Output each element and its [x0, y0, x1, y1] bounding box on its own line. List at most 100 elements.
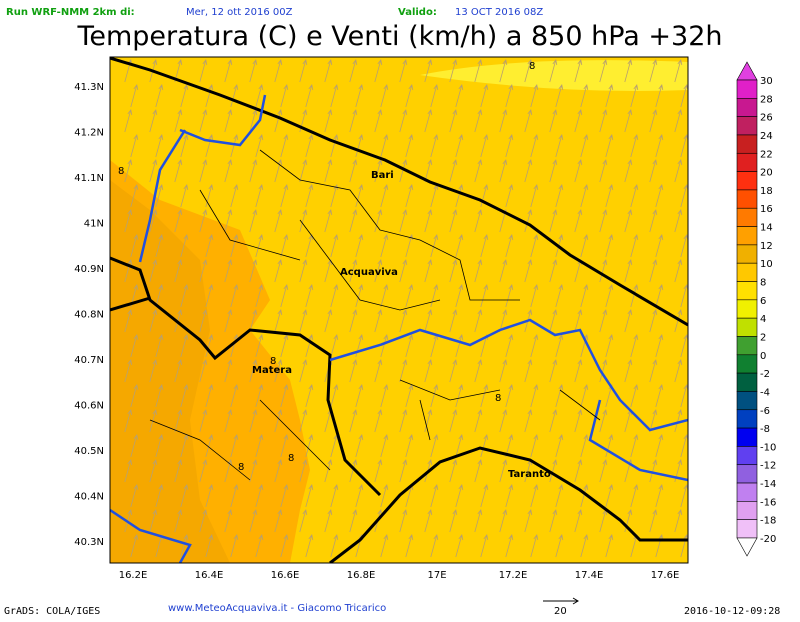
wind-arrow: [430, 284, 439, 308]
wind-arrow: [330, 334, 339, 358]
wind-arrow: [124, 409, 133, 433]
wind-arrow: [549, 359, 558, 383]
wind-arrow: [480, 234, 489, 258]
wind-arrow: [605, 234, 614, 258]
wind-arrow: [624, 209, 633, 233]
wind-arrow: [630, 234, 639, 258]
wind-arrow: [205, 84, 214, 108]
colorbar-label: -4: [760, 387, 770, 398]
wind-arrow: [249, 259, 258, 283]
wind-arrow: [499, 509, 508, 533]
colorbar-box: [736, 79, 758, 99]
wind-arrow: [199, 259, 208, 283]
wind-arrow: [355, 284, 364, 308]
wind-arrow: [655, 184, 664, 208]
wind-arrow: [505, 534, 514, 558]
wind-arrow: [180, 234, 189, 258]
wind-arrow: [624, 359, 633, 383]
wind-arrow: [455, 334, 464, 358]
wind-arrow: [399, 159, 408, 183]
wind-arrow: [380, 534, 389, 558]
timestamp: 2016-10-12-09:28: [684, 606, 780, 617]
wind-arrow: [380, 234, 389, 258]
wind-arrow: [255, 384, 264, 408]
wind-arrow: [430, 234, 439, 258]
wind-arrow: [255, 134, 264, 158]
wind-arrow: [680, 434, 688, 458]
coastline: [110, 57, 688, 327]
wind-arrow: [624, 509, 633, 533]
wind-arrow: [230, 284, 239, 308]
wind-arrow: [674, 109, 683, 133]
colorbar-box: [736, 116, 758, 136]
wind-arrow: [199, 209, 208, 233]
wind-arrow: [199, 409, 208, 433]
wind-arrow: [480, 484, 489, 508]
wind-arrow: [280, 84, 289, 108]
wind-arrow: [624, 159, 633, 183]
wind-arrow: [524, 259, 533, 283]
contour-label: 8: [529, 61, 535, 72]
wind-arrow: [330, 184, 339, 208]
wind-arrow: [155, 234, 164, 258]
wind-arrow: [449, 509, 458, 533]
region-border: [110, 296, 151, 312]
wind-arrow: [305, 334, 314, 358]
colorbar-label: 22: [760, 149, 773, 160]
wind-arrow: [380, 184, 389, 208]
colorbar-box: [736, 354, 758, 374]
wind-arrow: [499, 359, 508, 383]
wind-arrow: [605, 534, 614, 558]
wind-arrow: [674, 359, 683, 383]
wind-arrow: [374, 109, 383, 133]
wind-arrow: [124, 259, 133, 283]
wind-arrow: [580, 134, 589, 158]
lat-label: 40.7N: [74, 355, 104, 366]
wind-arrow: [324, 259, 333, 283]
wind-arrow: [249, 459, 258, 483]
wind-arrow: [505, 384, 514, 408]
coastline-gulf: [329, 446, 688, 563]
colorbar-label: 16: [760, 204, 773, 215]
wind-arrows: [124, 59, 688, 558]
colorbar-label: 28: [760, 94, 773, 105]
wind-arrow: [599, 109, 608, 133]
wind-arrow: [174, 409, 183, 433]
wind-arrow: [180, 84, 189, 108]
wind-arrow: [355, 384, 364, 408]
wind-arrow: [349, 159, 358, 183]
wind-arrow: [555, 84, 564, 108]
wind-arrow: [349, 59, 358, 83]
colorbar-box: [736, 171, 758, 191]
colorbar-box: [736, 372, 758, 392]
wind-arrow: [630, 284, 639, 308]
wind-arrow: [430, 434, 439, 458]
wind-arrow: [449, 109, 458, 133]
wind-arrow: [655, 84, 664, 108]
wind-arrow: [574, 209, 583, 233]
wind-arrow: [349, 259, 358, 283]
wind-arrow: [280, 234, 289, 258]
wind-arrow: [649, 459, 658, 483]
wind-arrow: [249, 409, 258, 433]
wind-arrow: [599, 409, 608, 433]
wind-arrow: [524, 159, 533, 183]
wind-arrow: [605, 84, 614, 108]
wind-arrow: [355, 234, 364, 258]
wind-arrow: [280, 134, 289, 158]
wind-arrow: [555, 134, 564, 158]
wind-arrow: [255, 484, 264, 508]
wind-arrow: [480, 134, 489, 158]
wind-arrow: [655, 484, 664, 508]
colorbar-label: 26: [760, 113, 773, 124]
wind-arrow: [155, 134, 164, 158]
wind-arrow: [274, 109, 283, 133]
wind-arrow: [530, 234, 539, 258]
colorbar-label: 24: [760, 131, 773, 142]
wind-arrow: [355, 434, 364, 458]
wind-arrow: [574, 409, 583, 433]
wind-arrow: [580, 184, 589, 208]
wind-arrow: [355, 84, 364, 108]
wind-arrow: [599, 209, 608, 233]
wind-arrow: [224, 59, 233, 83]
